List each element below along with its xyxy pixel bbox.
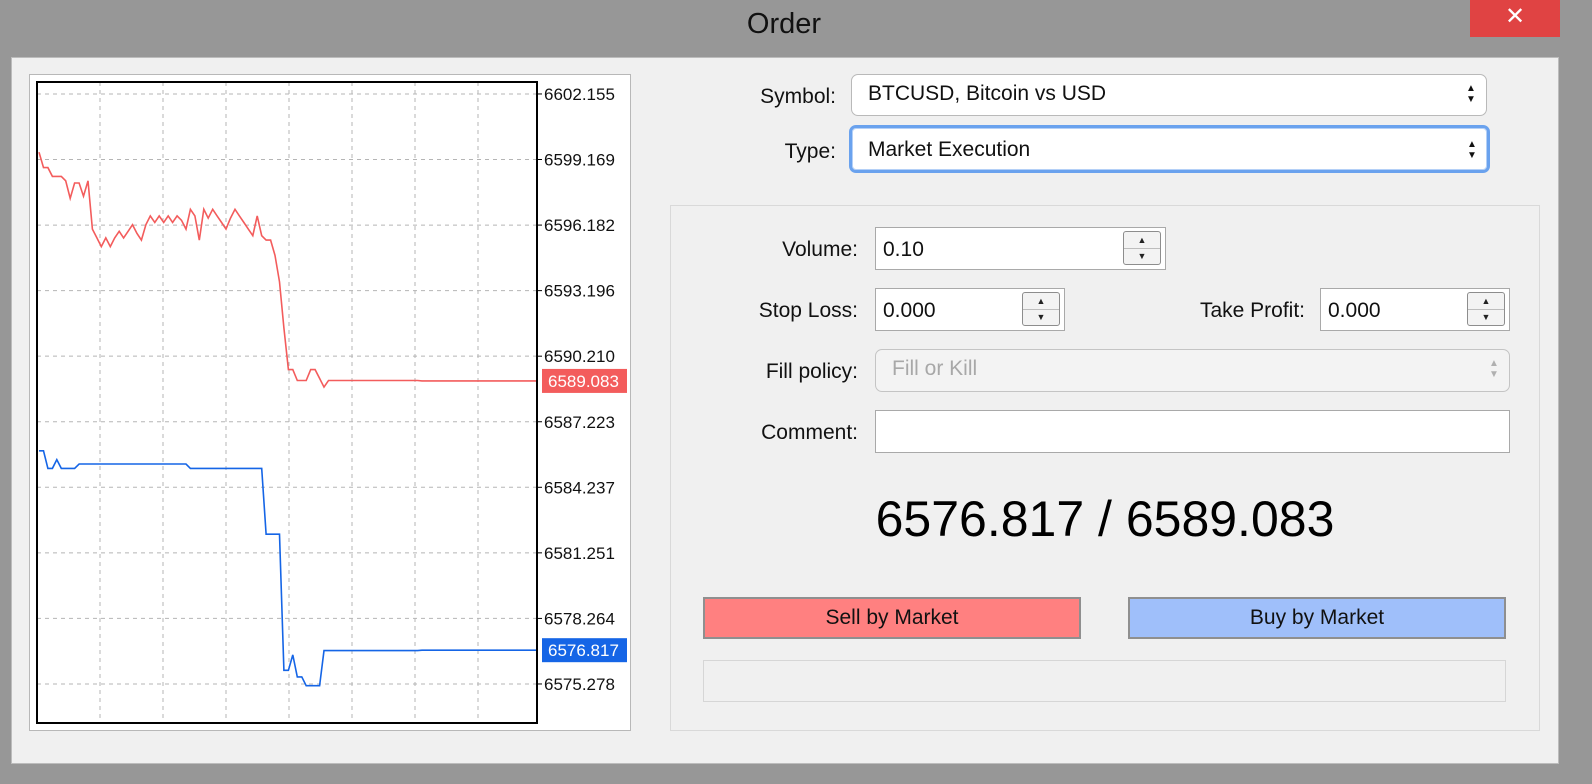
y-tick-label: 6581.251 <box>544 544 615 563</box>
y-tick-label: 6590.210 <box>544 347 615 366</box>
title-bar: Order ✕ <box>0 0 1592 56</box>
y-tick-label: 6584.237 <box>544 478 615 497</box>
ask-price-line <box>38 151 537 389</box>
comment-label: Comment: <box>761 421 858 444</box>
take-profit-up-icon[interactable]: ▲ <box>1468 293 1504 310</box>
y-tick-label: 6587.223 <box>544 413 615 432</box>
status-area <box>703 660 1506 702</box>
plot-frame <box>36 81 538 724</box>
select-arrows-icon: ▲ ▼ <box>1489 358 1499 380</box>
fill-policy-label: Fill policy: <box>765 360 858 383</box>
take-profit-field[interactable]: 0.000 ▲ ▼ <box>1320 288 1510 331</box>
y-tick-label: 6593.196 <box>544 282 615 301</box>
y-tick-label: 6578.264 <box>544 609 615 628</box>
order-parameters-group <box>670 205 1540 731</box>
volume-stepper[interactable]: ▲ ▼ <box>1123 231 1161 265</box>
symbol-select[interactable]: BTCUSD, Bitcoin vs USD ▲ ▼ <box>851 74 1487 116</box>
type-label: Type: <box>784 140 836 163</box>
chart-svg: 6602.155 6599.169 6596.182 6593.196 6590.210… <box>36 81 627 724</box>
bid-price-tag: 6576.817 <box>548 641 619 660</box>
select-arrows-icon: ▲ ▼ <box>1466 83 1476 105</box>
take-profit-down-icon[interactable]: ▼ <box>1481 312 1491 322</box>
volume-label: Volume: <box>782 238 858 261</box>
type-value: Market Execution <box>868 138 1031 161</box>
fill-policy-select: Fill or Kill ▲ ▼ <box>875 349 1510 392</box>
bid-ask-quote: 6576.817 / 6589.083 <box>875 491 1335 547</box>
y-tick-label: 6602.155 <box>544 85 615 104</box>
tick-chart: 6602.155 6599.169 6596.182 6593.196 6590.210… <box>29 74 631 731</box>
volume-up-icon[interactable]: ▲ <box>1124 232 1160 249</box>
symbol-value: BTCUSD, Bitcoin vs USD <box>868 82 1107 105</box>
stop-loss-down-icon[interactable]: ▼ <box>1036 312 1046 322</box>
stop-loss-up-icon[interactable]: ▲ <box>1023 293 1059 310</box>
stop-loss-label: Stop Loss: <box>758 299 858 322</box>
bid-price-tag-box <box>542 638 627 663</box>
buy-by-market-button[interactable]: Buy by Market <box>1128 597 1506 639</box>
volume-down-icon[interactable]: ▼ <box>1137 251 1147 261</box>
close-button[interactable]: ✕ <box>1470 0 1560 37</box>
volume-field[interactable]: 0.10 ▲ ▼ <box>875 227 1166 270</box>
y-tick-label: 6575.278 <box>544 675 615 694</box>
window-title: Order <box>746 8 822 40</box>
ask-price-tag-box <box>542 368 627 393</box>
volume-value: 0.10 <box>883 238 924 261</box>
ask-price-tag: 6589.083 <box>548 372 619 391</box>
stop-loss-field[interactable]: 0.000 ▲ ▼ <box>875 288 1065 331</box>
bid-price-line <box>39 449 537 687</box>
take-profit-stepper[interactable]: ▲ ▼ <box>1467 292 1505 326</box>
fill-policy-value: Fill or Kill <box>892 357 978 380</box>
stop-loss-stepper[interactable]: ▲ ▼ <box>1022 292 1060 326</box>
select-arrows-icon: ▲ ▼ <box>1467 139 1477 161</box>
sell-by-market-button[interactable]: Sell by Market <box>703 597 1081 639</box>
take-profit-value: 0.000 <box>1328 299 1381 322</box>
take-profit-label: Take Profit: <box>1199 299 1305 322</box>
comment-field[interactable] <box>875 410 1510 453</box>
close-icon: ✕ <box>1504 3 1526 30</box>
y-tick-label: 6596.182 <box>544 216 615 235</box>
stop-loss-value: 0.000 <box>883 299 936 322</box>
type-select[interactable]: Market Execution ▲ ▼ <box>849 125 1490 173</box>
symbol-label: Symbol: <box>760 85 836 108</box>
y-tick-label: 6599.169 <box>544 151 615 170</box>
